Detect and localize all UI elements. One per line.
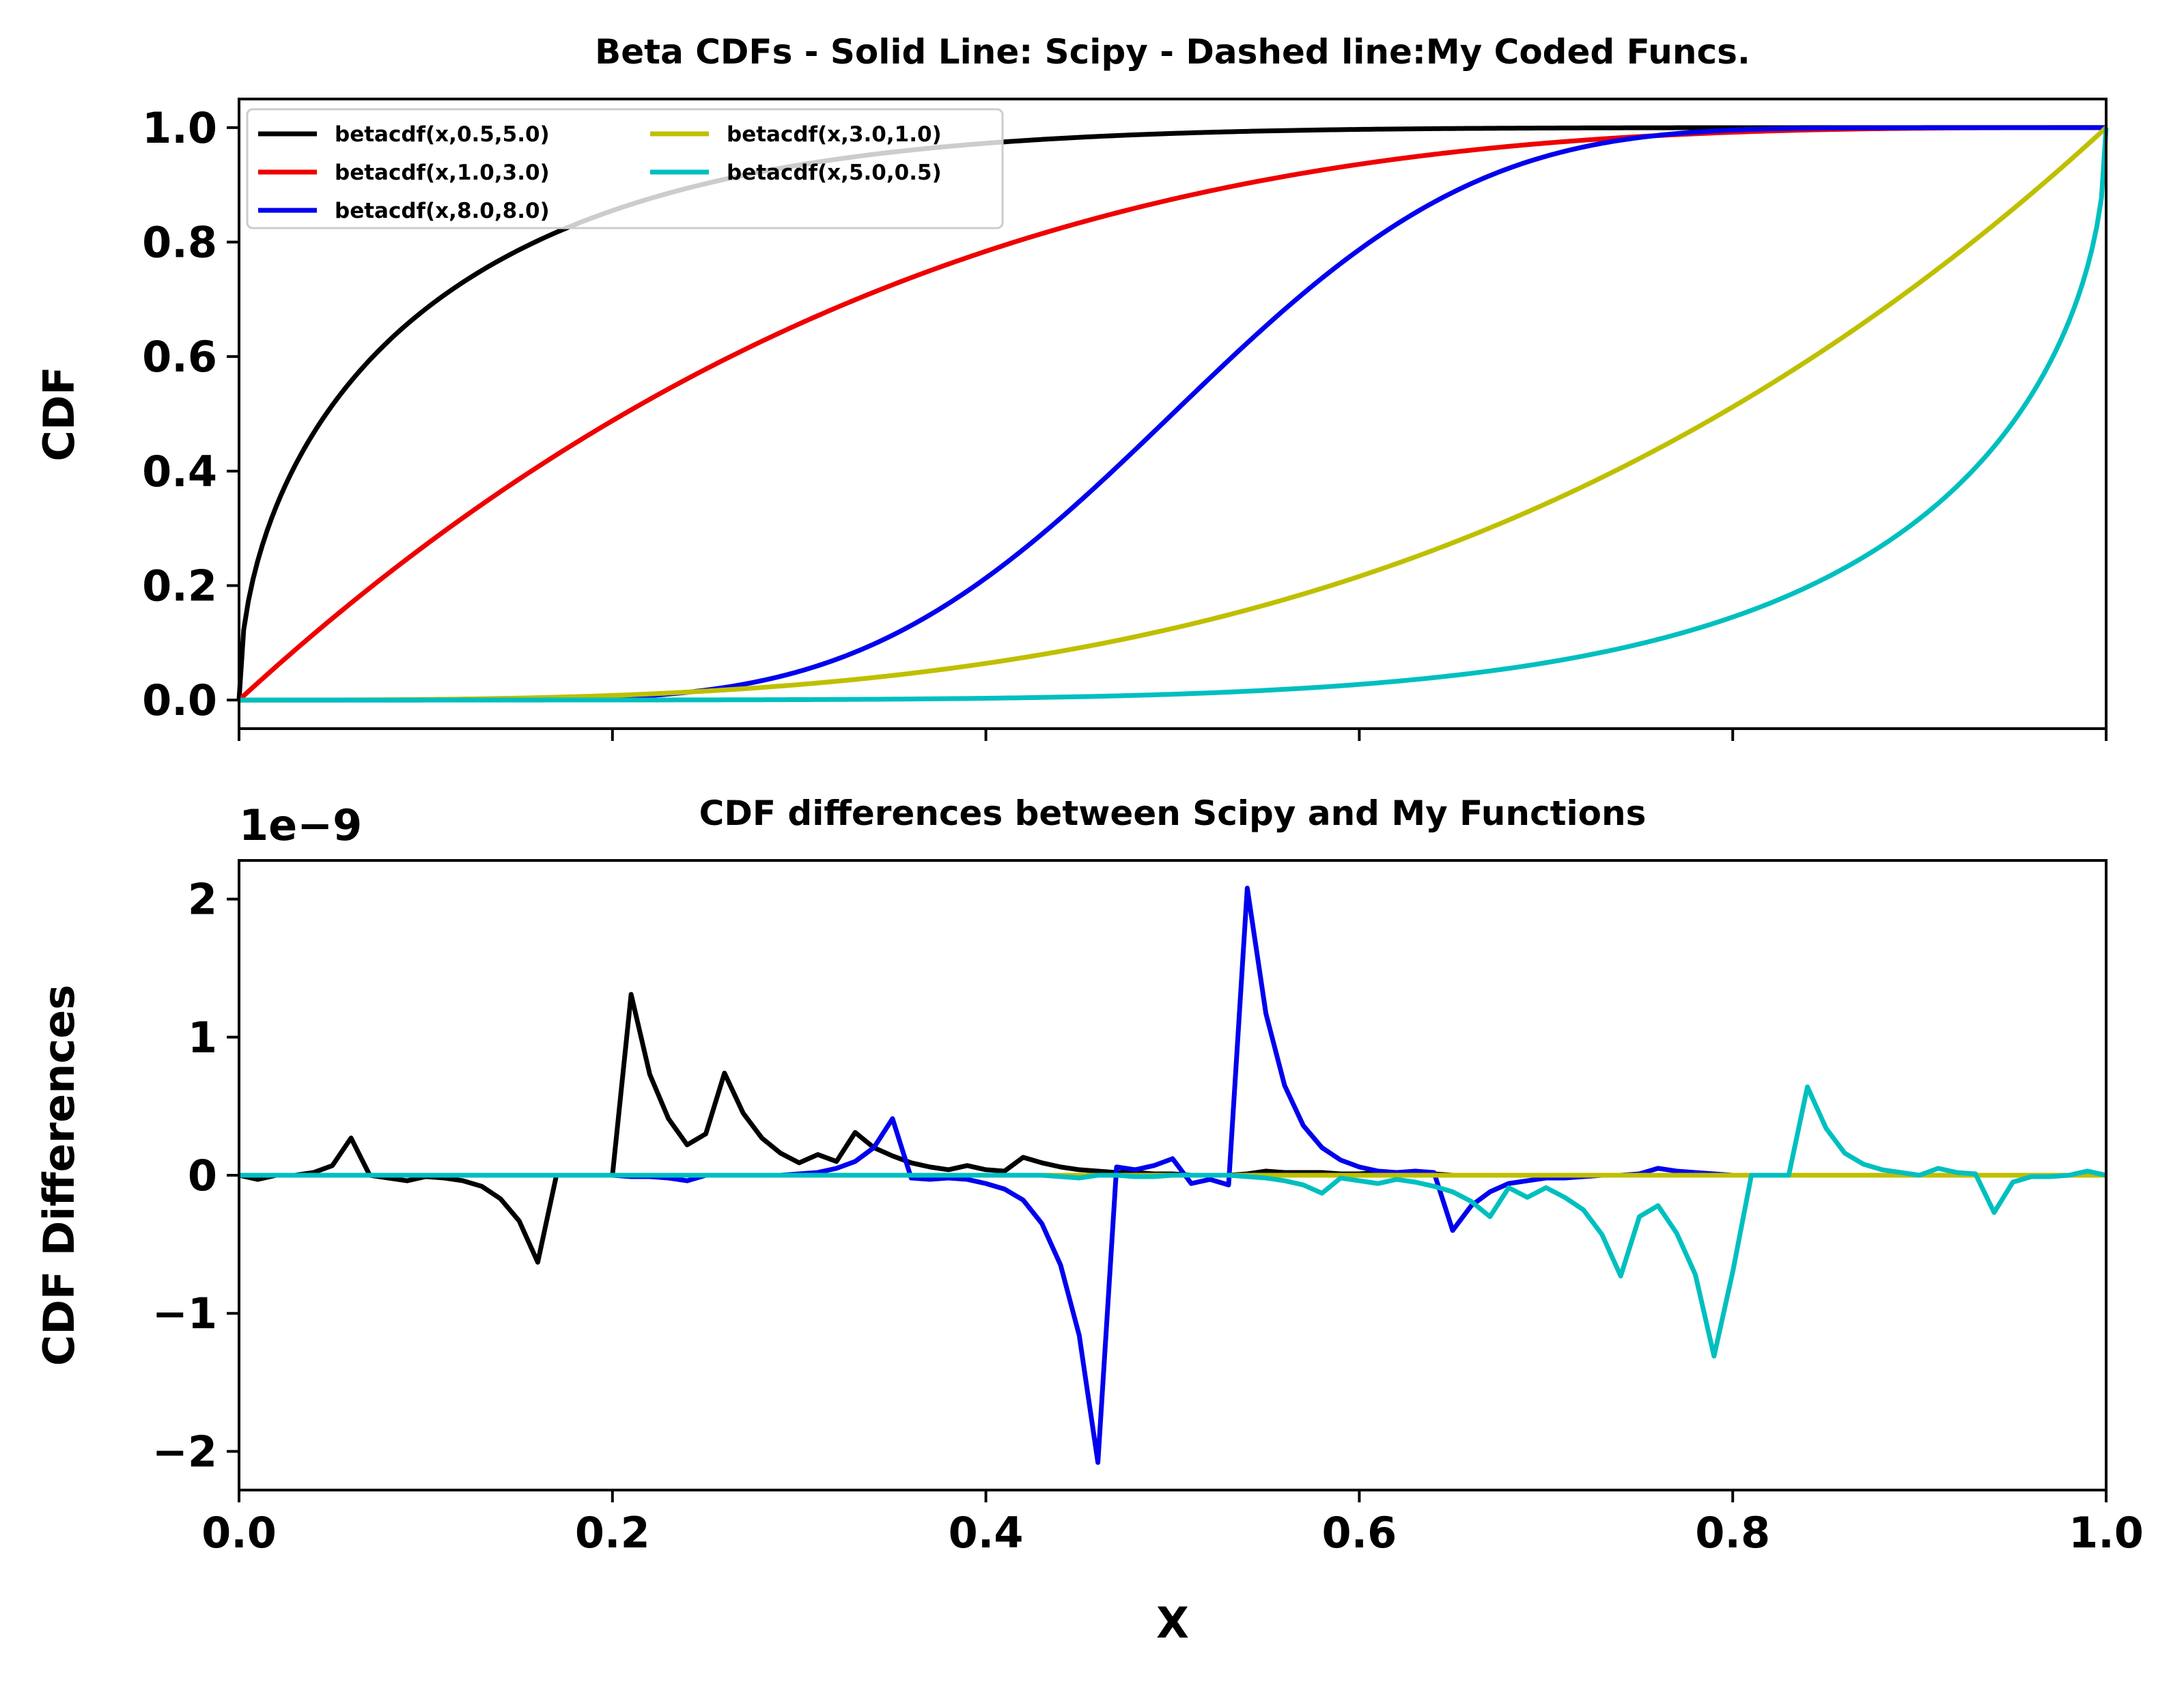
y-offset-label: 1e−9 [239, 800, 362, 850]
legend-label: betacdf(x,8.0,8.0) [335, 199, 550, 223]
top-y-axis-label: CDF [34, 366, 84, 461]
legend-label: betacdf(x,5.0,0.5) [727, 160, 942, 185]
top-y-tick-label: 0.6 [142, 332, 217, 382]
cdf-line [239, 126, 2108, 703]
bottom-x-tick-label: 0.0 [201, 1508, 277, 1558]
bottom-x-tick-label: 1.0 [2069, 1508, 2144, 1558]
bottom-plot-lines [238, 885, 2107, 1465]
bottom-y-axis-label: CDF Differences [34, 985, 84, 1366]
bottom-chart-title: CDF differences between Scipy and My Fun… [699, 794, 1647, 833]
bottom-x-axis-label: X [1156, 1598, 1189, 1648]
difference-line [239, 1084, 2107, 1359]
top-y-tick-label: 0.2 [142, 561, 217, 611]
bottom-x-tick-label: 0.2 [575, 1508, 650, 1558]
legend-label: betacdf(x,0.5,5.0) [335, 122, 550, 147]
legend-label: betacdf(x,3.0,1.0) [727, 122, 942, 147]
bottom-x-tick-label: 0.8 [1695, 1508, 1770, 1558]
bottom-x-tick-label: 0.6 [1321, 1508, 1397, 1558]
top-y-tick-label: 0.4 [142, 447, 217, 496]
bottom-y-tick-label: 0 [188, 1151, 217, 1201]
top-chart-title: Beta CDFs - Solid Line: Scipy - Dashed l… [595, 32, 1750, 72]
top-y-tick-label: 1.0 [142, 103, 217, 153]
top-plot-frame [238, 98, 2108, 730]
top-axis-ticks: 0.0 0.2 0.4 0.6 0.8 1.0 [142, 103, 2108, 741]
top-y-tick-label: 0.8 [142, 218, 217, 268]
bottom-plot-frame [238, 859, 2108, 1491]
legend-frame [246, 108, 1004, 229]
bottom-y-tick-label: −2 [152, 1427, 217, 1476]
bottom-y-tick-label: 1 [188, 1013, 217, 1063]
bottom-y-tick-label: 2 [188, 875, 217, 925]
bottom-axis-ticks: −2 −1 0 1 2 0.0 0.2 0.4 0.6 0.8 1.0 [152, 875, 2144, 1558]
top-legend: betacdf(x,0.5,5.0) betacdf(x,1.0,3.0) beta… [246, 108, 1004, 229]
legend-label: betacdf(x,1.0,3.0) [335, 160, 550, 185]
top-plot-lines [236, 125, 2109, 703]
bottom-y-tick-label: −1 [152, 1289, 217, 1338]
bottom-x-tick-label: 0.4 [949, 1508, 1024, 1558]
cdf-line [239, 127, 2109, 703]
top-y-tick-label: 0.0 [142, 675, 217, 725]
